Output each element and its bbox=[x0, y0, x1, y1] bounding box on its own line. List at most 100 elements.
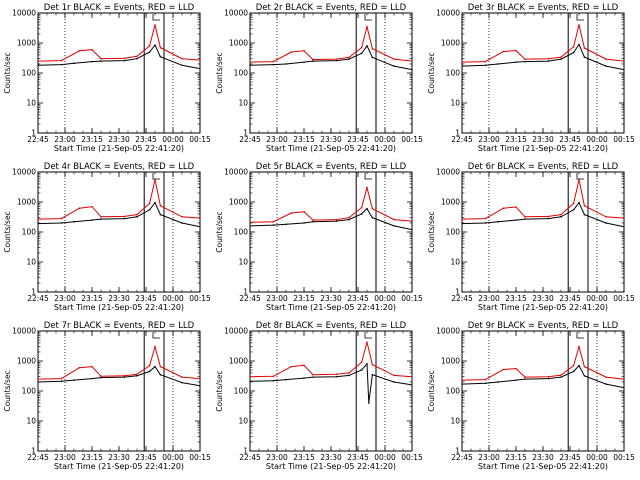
data-point-events bbox=[515, 61, 517, 63]
data-point-lld bbox=[91, 48, 93, 51]
data-point-events bbox=[484, 222, 487, 224]
x-tick-label: 23:15 bbox=[81, 135, 103, 144]
data-point-lld bbox=[360, 361, 363, 364]
data-point-lld bbox=[181, 57, 183, 60]
data-point-events bbox=[181, 222, 183, 224]
data-point-events bbox=[515, 379, 517, 381]
data-point-events bbox=[159, 213, 162, 216]
data-point-lld bbox=[572, 364, 575, 367]
x-tick-label: 22:45 bbox=[239, 135, 261, 144]
plot-frame bbox=[37, 171, 201, 293]
series-line-lld bbox=[250, 185, 412, 223]
x-axis-label: Start Time (21-Sep-05 22:41:20) bbox=[478, 144, 608, 153]
y-axis-label: Counts/sec bbox=[3, 52, 12, 93]
y-tick-label: 100 bbox=[234, 69, 249, 78]
peak-marker bbox=[152, 332, 160, 339]
data-point-lld bbox=[123, 375, 126, 377]
data-point-lld bbox=[100, 375, 102, 378]
x-tick-label: 00:00 bbox=[374, 135, 396, 144]
x-axis-label: Start Time (21-Sep-05 22:41:20) bbox=[266, 462, 396, 471]
y-tick-label: 10 bbox=[450, 417, 460, 426]
series-line-events bbox=[38, 44, 200, 70]
y-axis-label: Counts/sec bbox=[427, 52, 436, 93]
data-point-lld bbox=[303, 49, 305, 52]
data-point-events bbox=[411, 384, 412, 386]
data-point-events bbox=[100, 218, 102, 220]
data-point-lld bbox=[60, 377, 63, 380]
x-tick-label: 00:00 bbox=[162, 135, 184, 144]
data-point-lld bbox=[572, 202, 575, 205]
data-point-events bbox=[272, 224, 275, 226]
data-point-events bbox=[605, 65, 607, 67]
x-tick-label: 23:45 bbox=[135, 294, 157, 303]
data-point-events bbox=[348, 58, 350, 60]
data-point-events bbox=[393, 65, 395, 67]
panel-det-1: Det 1r BLACK = Events, RED = LLD 1 10 100 10… bbox=[3, 3, 211, 153]
data-point-events bbox=[366, 207, 368, 210]
data-point-events bbox=[360, 52, 363, 55]
data-point-events bbox=[154, 44, 156, 46]
x-tick-label: 23:00 bbox=[54, 135, 76, 144]
data-point-events bbox=[515, 219, 517, 221]
x-tick-label: 00:00 bbox=[374, 294, 396, 303]
series-group bbox=[38, 24, 200, 70]
data-point-lld bbox=[623, 378, 624, 380]
series-line-events bbox=[38, 365, 200, 387]
data-point-events bbox=[312, 60, 314, 62]
data-point-lld bbox=[272, 60, 275, 63]
data-point-events bbox=[123, 217, 126, 220]
data-point-lld bbox=[272, 220, 275, 223]
plot-frame bbox=[249, 12, 413, 134]
data-point-events bbox=[303, 61, 305, 63]
data-point-lld bbox=[484, 217, 487, 220]
series-line-lld bbox=[38, 24, 200, 62]
data-point-lld bbox=[100, 57, 102, 60]
data-point-events bbox=[250, 225, 251, 227]
data-point-events bbox=[572, 208, 575, 211]
data-point-events bbox=[484, 382, 487, 385]
data-point-lld bbox=[181, 376, 183, 378]
y-tick-label: 1 bbox=[455, 129, 460, 138]
data-point-lld bbox=[272, 375, 275, 378]
x-tick-label: 23:30 bbox=[320, 135, 342, 144]
x-tick-label: 00:00 bbox=[374, 453, 396, 462]
y-axis-label: Counts/sec bbox=[427, 370, 436, 411]
series-group bbox=[38, 178, 200, 228]
data-point-lld bbox=[312, 219, 314, 221]
y-tick-label: 100 bbox=[234, 387, 249, 396]
x-tick-label: 23:15 bbox=[293, 135, 315, 144]
x-tick-label: 23:45 bbox=[135, 135, 157, 144]
data-point-lld bbox=[148, 364, 151, 367]
y-tick-label: 10 bbox=[238, 417, 248, 426]
data-point-lld bbox=[502, 368, 505, 371]
y-tick-label: 1 bbox=[243, 129, 248, 138]
data-point-lld bbox=[250, 61, 251, 63]
y-tick-label: 10000 bbox=[12, 327, 36, 336]
y-tick-label: 100 bbox=[22, 387, 37, 396]
data-point-events bbox=[312, 220, 314, 223]
data-point-lld bbox=[181, 216, 183, 218]
y-tick-label: 1000 bbox=[17, 198, 36, 207]
x-tick-label: 23:45 bbox=[135, 453, 157, 462]
data-point-lld bbox=[502, 50, 505, 53]
plot-frame bbox=[461, 171, 625, 293]
data-point-lld bbox=[547, 375, 550, 378]
peak-marker bbox=[364, 14, 372, 21]
x-tick-label: 00:00 bbox=[586, 453, 608, 462]
data-point-lld bbox=[78, 366, 81, 369]
x-axis-label: Start Time (21-Sep-05 22:41:20) bbox=[478, 462, 608, 471]
y-tick-label: 10 bbox=[26, 258, 36, 267]
y-axis-label: Counts/sec bbox=[215, 370, 224, 411]
y-tick-label: 1000 bbox=[229, 39, 248, 48]
series-line-lld bbox=[250, 26, 412, 63]
data-point-lld bbox=[199, 377, 200, 380]
x-tick-label: 23:30 bbox=[532, 294, 554, 303]
plot-title: Det 8r BLACK = Events, RED = LLD bbox=[256, 321, 407, 331]
x-tick-label: 22:45 bbox=[239, 453, 261, 462]
data-point-lld bbox=[303, 364, 305, 367]
data-point-events bbox=[583, 375, 586, 377]
y-tick-label: 10000 bbox=[224, 327, 248, 336]
x-axis-label: Start Time (21-Sep-05 22:41:20) bbox=[54, 303, 184, 312]
data-point-lld bbox=[411, 220, 412, 222]
data-point-events bbox=[484, 64, 487, 67]
